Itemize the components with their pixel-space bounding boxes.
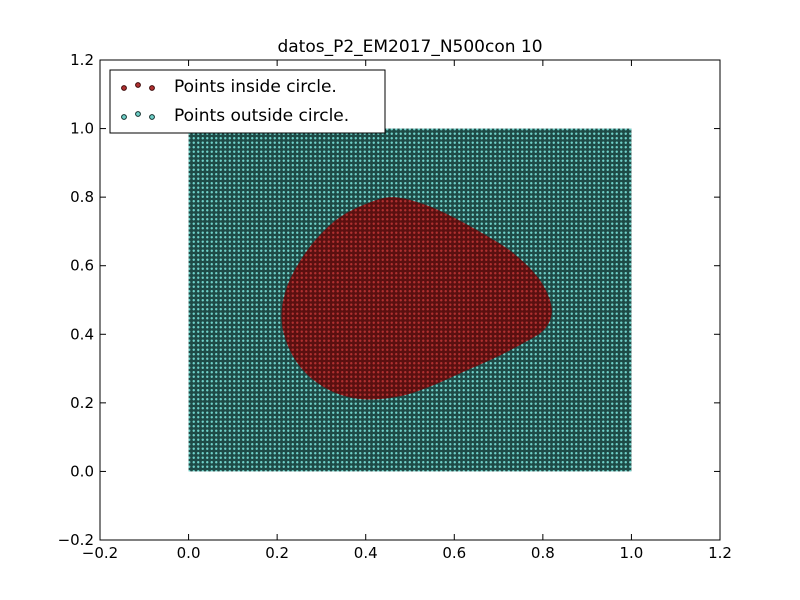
x-tick-label: 1.2 — [708, 544, 732, 562]
y-tick-label: 0.6 — [70, 257, 94, 275]
x-tick-label: −0.2 — [82, 544, 118, 562]
y-tick-label: 1.0 — [70, 120, 94, 138]
legend-box — [109, 69, 386, 134]
legend-marker-inside — [121, 82, 155, 91]
y-tick-label: 0.8 — [70, 188, 94, 206]
inside-points-region — [281, 197, 552, 400]
x-tick-label: 0.2 — [265, 544, 289, 562]
legend: Points inside circle. Points outside cir… — [109, 69, 386, 134]
x-tick-label: 1.0 — [619, 544, 643, 562]
legend-label-outside: Points outside circle. — [174, 106, 349, 126]
y-tick-label: −0.2 — [58, 531, 94, 549]
x-tick-label: 0.0 — [177, 544, 201, 562]
x-tick-label: 0.8 — [531, 544, 555, 562]
x-tick-label: 0.6 — [442, 544, 466, 562]
legend-marker-outside — [121, 111, 155, 120]
y-tick-label: 0.4 — [70, 325, 94, 343]
data-layer — [188, 128, 632, 472]
y-tick-label: 0.2 — [70, 394, 94, 412]
x-tick-label: 0.4 — [354, 544, 378, 562]
y-tick-label: 1.2 — [70, 51, 94, 69]
plot-border — [99, 59, 721, 541]
chart-title: datos_P2_EM2017_N500con 10 — [277, 37, 542, 57]
legend-label-inside: Points inside circle. — [174, 77, 337, 97]
y-tick-label: 0.0 — [70, 462, 94, 480]
axis-tick-labels: −0.2 0.0 0.2 0.4 0.6 0.8 1.0 1.2 −0.2 0.0 0.2 0.4 0.… — [58, 51, 732, 562]
